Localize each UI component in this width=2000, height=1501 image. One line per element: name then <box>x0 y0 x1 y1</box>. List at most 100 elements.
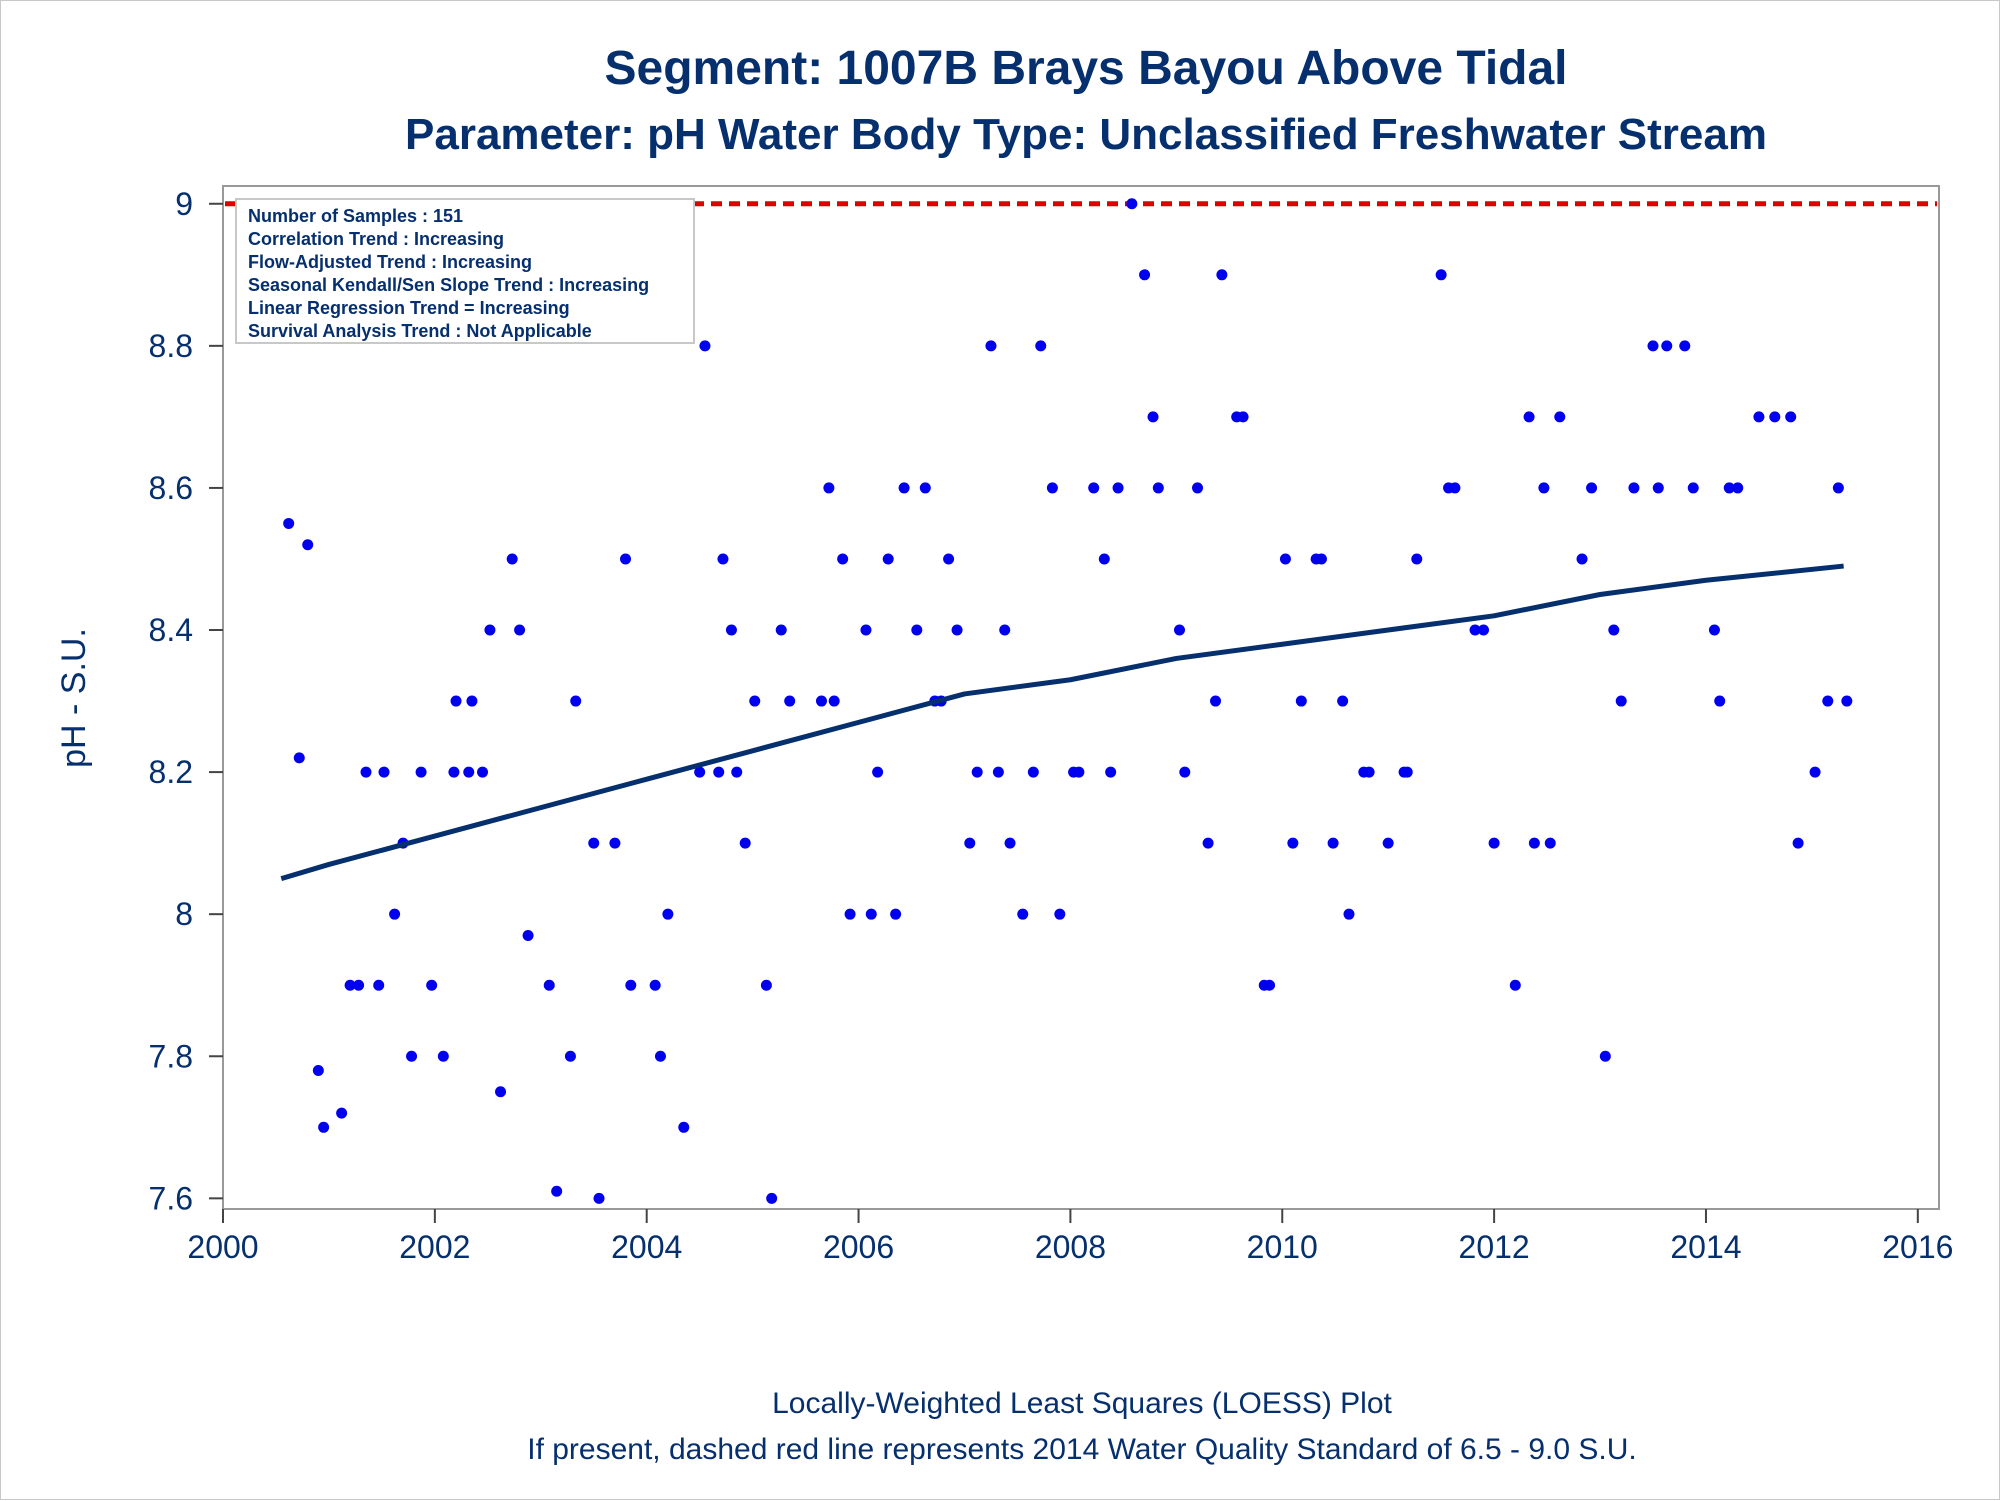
x-tick-label: 2016 <box>1882 1229 1953 1265</box>
data-point <box>450 695 462 707</box>
data-point <box>415 766 427 778</box>
data-point <box>749 695 761 707</box>
data-point <box>1017 908 1029 920</box>
data-point <box>1264 979 1276 991</box>
data-point <box>1139 269 1151 281</box>
data-point <box>1054 908 1066 920</box>
data-point <box>1382 837 1394 849</box>
data-point <box>1661 340 1673 352</box>
data-point <box>344 979 356 991</box>
data-point <box>1723 482 1735 494</box>
data-point <box>985 340 997 352</box>
data-point <box>588 837 600 849</box>
data-point <box>731 766 743 778</box>
data-point <box>1216 269 1228 281</box>
data-point <box>1732 482 1744 494</box>
y-tick-label: 8.6 <box>149 470 193 506</box>
y-tick-label: 8.2 <box>149 754 193 790</box>
data-point <box>426 979 438 991</box>
y-axis-label: pH - S.U. <box>55 628 93 768</box>
data-point <box>1792 837 1804 849</box>
x-tick-label: 2008 <box>1035 1229 1106 1265</box>
x-tick-label: 2010 <box>1247 1229 1318 1265</box>
data-point <box>551 1185 563 1197</box>
data-point <box>1237 411 1249 423</box>
chart-title: Segment: 1007B Brays Bayou Above Tidal <box>605 42 1568 95</box>
data-point <box>1528 837 1540 849</box>
data-point <box>1523 411 1535 423</box>
data-point <box>1279 553 1291 565</box>
data-point <box>1343 908 1355 920</box>
data-point <box>477 766 489 778</box>
footnote-standard: If present, dashed red line represents 2… <box>527 1433 1637 1466</box>
data-point <box>971 766 983 778</box>
data-point <box>1769 411 1781 423</box>
data-point <box>1337 695 1349 707</box>
data-point <box>1832 482 1844 494</box>
data-point <box>694 766 706 778</box>
data-point <box>1401 766 1413 778</box>
data-point <box>1576 553 1588 565</box>
data-point <box>775 624 787 636</box>
data-point <box>293 752 305 764</box>
data-point <box>514 624 526 636</box>
data-point <box>713 766 725 778</box>
data-point <box>336 1107 348 1119</box>
x-tick-label: 2012 <box>1459 1229 1530 1265</box>
loess-curve <box>280 563 1844 882</box>
stats-line: Number of Samples : 151 <box>248 206 463 226</box>
x-tick-label: 2000 <box>187 1229 258 1265</box>
data-point <box>1714 695 1726 707</box>
data-point <box>699 340 711 352</box>
data-point <box>373 979 385 991</box>
data-point <box>999 624 1011 636</box>
data-point <box>437 1050 449 1062</box>
data-point <box>837 553 849 565</box>
stats-line: Correlation Trend : Increasing <box>248 229 504 249</box>
data-point <box>1295 695 1307 707</box>
data-point <box>1449 482 1461 494</box>
y-tick-label: 7.6 <box>149 1180 193 1216</box>
chart-subtitle: Parameter: pH Water Body Type: Unclassif… <box>405 110 1767 159</box>
data-point <box>1647 340 1659 352</box>
data-point <box>495 1086 507 1098</box>
data-point <box>1179 766 1191 778</box>
y-tick-label: 8 <box>175 896 193 932</box>
data-point <box>1615 695 1627 707</box>
data-point <box>828 695 840 707</box>
data-point <box>463 766 475 778</box>
data-point <box>1608 624 1620 636</box>
data-point <box>662 908 674 920</box>
data-points <box>275 198 1853 1204</box>
data-point <box>625 979 637 991</box>
stats-box <box>235 198 695 344</box>
data-point <box>1488 837 1500 849</box>
data-point <box>823 482 835 494</box>
data-point <box>1628 482 1640 494</box>
data-point <box>1435 269 1447 281</box>
y-tick-label: 8.4 <box>149 612 193 648</box>
data-point <box>1538 482 1550 494</box>
data-point <box>506 553 518 565</box>
data-point <box>1753 411 1765 423</box>
data-point <box>725 624 737 636</box>
data-point <box>1708 624 1720 636</box>
data-point <box>860 624 872 636</box>
data-point <box>406 1050 418 1062</box>
data-point <box>448 766 460 778</box>
data-point <box>1822 695 1834 707</box>
stats-line: Survival Analysis Trend : Not Applicable <box>248 321 592 341</box>
data-point <box>312 1064 324 1076</box>
data-point <box>318 1121 330 1133</box>
data-point <box>1586 482 1598 494</box>
data-point <box>466 695 478 707</box>
x-tick-label: 2002 <box>399 1229 470 1265</box>
data-point <box>815 695 827 707</box>
data-point <box>1004 837 1016 849</box>
data-point <box>1478 624 1490 636</box>
data-point <box>593 1192 605 1204</box>
data-point <box>1687 482 1699 494</box>
axes: 2000 2002 2004 2006 2008 2010 2012 2014 2016 7.6 7… <box>149 186 1954 1265</box>
data-point <box>872 766 884 778</box>
